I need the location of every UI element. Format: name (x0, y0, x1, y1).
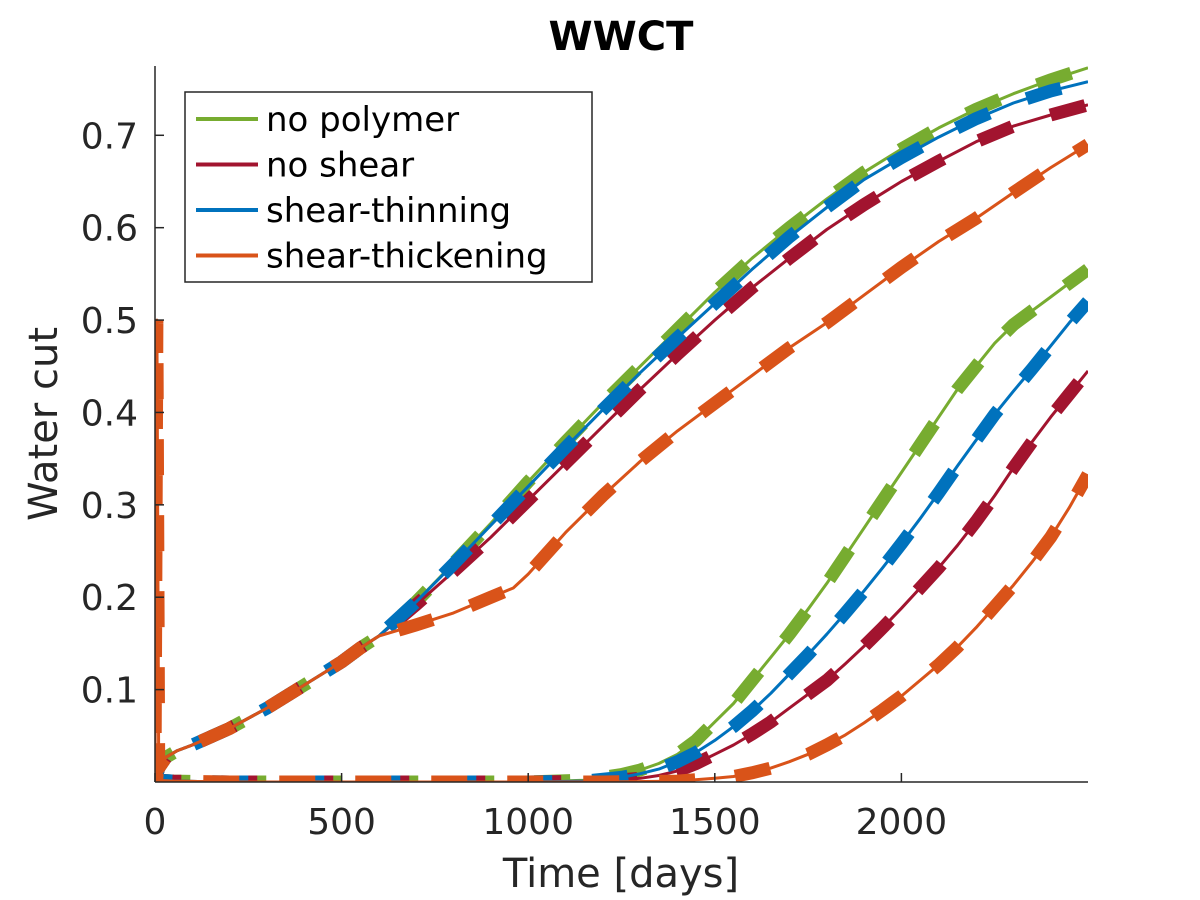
y-tick-label: 0.6 (81, 209, 138, 250)
legend-label-shear-thinning: shear-thinning (266, 191, 511, 231)
x-tick-label: 2000 (856, 802, 948, 843)
series-line-no-shear-b (155, 369, 1088, 782)
ticks-layer: 0 500 1000 1500 2000 0.1 0.2 0.3 0.4 0.5 0.6 0.7 (81, 116, 947, 843)
legend-label-shear-thickening: shear-thickening (266, 237, 548, 277)
y-tick-label: 0.5 (81, 301, 138, 342)
x-tick-label: 1500 (669, 802, 761, 843)
legend-label-no-shear: no shear (266, 146, 414, 186)
chart-title: WWCT (549, 14, 695, 60)
y-axis-label: Water cut (21, 327, 67, 521)
y-tick-label: 0.7 (81, 116, 138, 157)
axes-layer (154, 66, 1088, 783)
legend: no polymer no shear shear-thinning shear-th… (184, 91, 593, 283)
series-dashed-shear-thickening-b (155, 471, 1088, 782)
x-axis-label: Time [days] (502, 851, 739, 897)
y-tick-label: 0.4 (81, 393, 138, 434)
x-tick-label: 0 (144, 802, 167, 843)
series-dashed-shear-thinning-b (155, 297, 1088, 782)
x-tick-label: 500 (307, 802, 376, 843)
y-tick-label: 0.3 (81, 486, 138, 527)
series-layer (155, 66, 1088, 782)
legend-box (184, 91, 593, 283)
x-tick-label: 1000 (482, 802, 574, 843)
y-tick-label: 0.2 (81, 578, 138, 619)
legend-label-no-polymer: no polymer (266, 100, 459, 140)
y-tick-label: 0.1 (81, 671, 138, 712)
series-line-no-polymer-b (155, 268, 1088, 782)
series-dashed-shear-thickening-a (155, 138, 1088, 782)
